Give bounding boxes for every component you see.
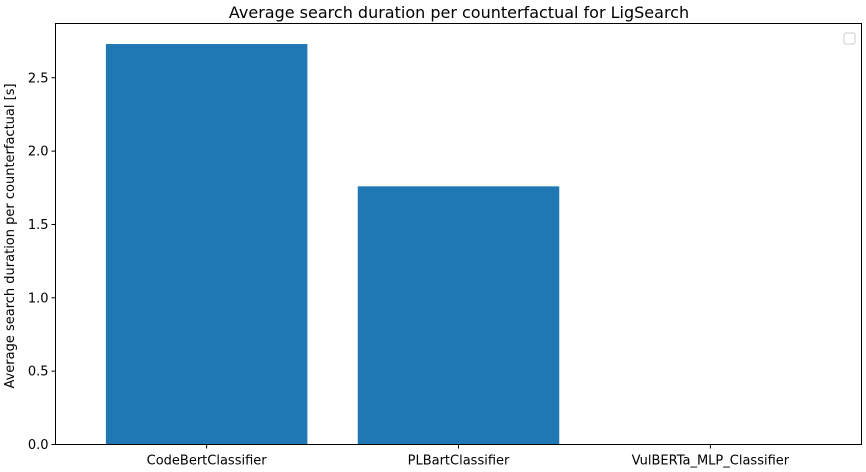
x-tick-label: VulBERTa_MLP_Classifier bbox=[632, 454, 790, 469]
legend bbox=[843, 32, 856, 45]
y-tick-label: 1.5 bbox=[28, 218, 49, 233]
y-tick-label: 2.0 bbox=[28, 145, 49, 160]
x-tick-label: PLBartClassifier bbox=[408, 454, 510, 469]
x-tick-label: CodeBertClassifier bbox=[147, 454, 268, 469]
chart-title: Average search duration per counterfactu… bbox=[229, 3, 689, 22]
y-tick-label: 0.0 bbox=[28, 438, 49, 453]
y-tick-label: 1.0 bbox=[28, 291, 49, 306]
legend-box bbox=[843, 32, 856, 45]
y-axis-label: Average search duration per counterfactu… bbox=[3, 83, 18, 388]
bar-CodeBertClassifier bbox=[105, 44, 308, 445]
y-tick-label: 2.5 bbox=[28, 71, 49, 86]
bar-PLBartClassifier bbox=[357, 186, 560, 445]
plot-frame bbox=[55, 23, 862, 445]
y-tick-label: 0.5 bbox=[28, 365, 49, 380]
plot-area: CodeBertClassifier PLBartClassifier VulBER… bbox=[28, 44, 790, 469]
